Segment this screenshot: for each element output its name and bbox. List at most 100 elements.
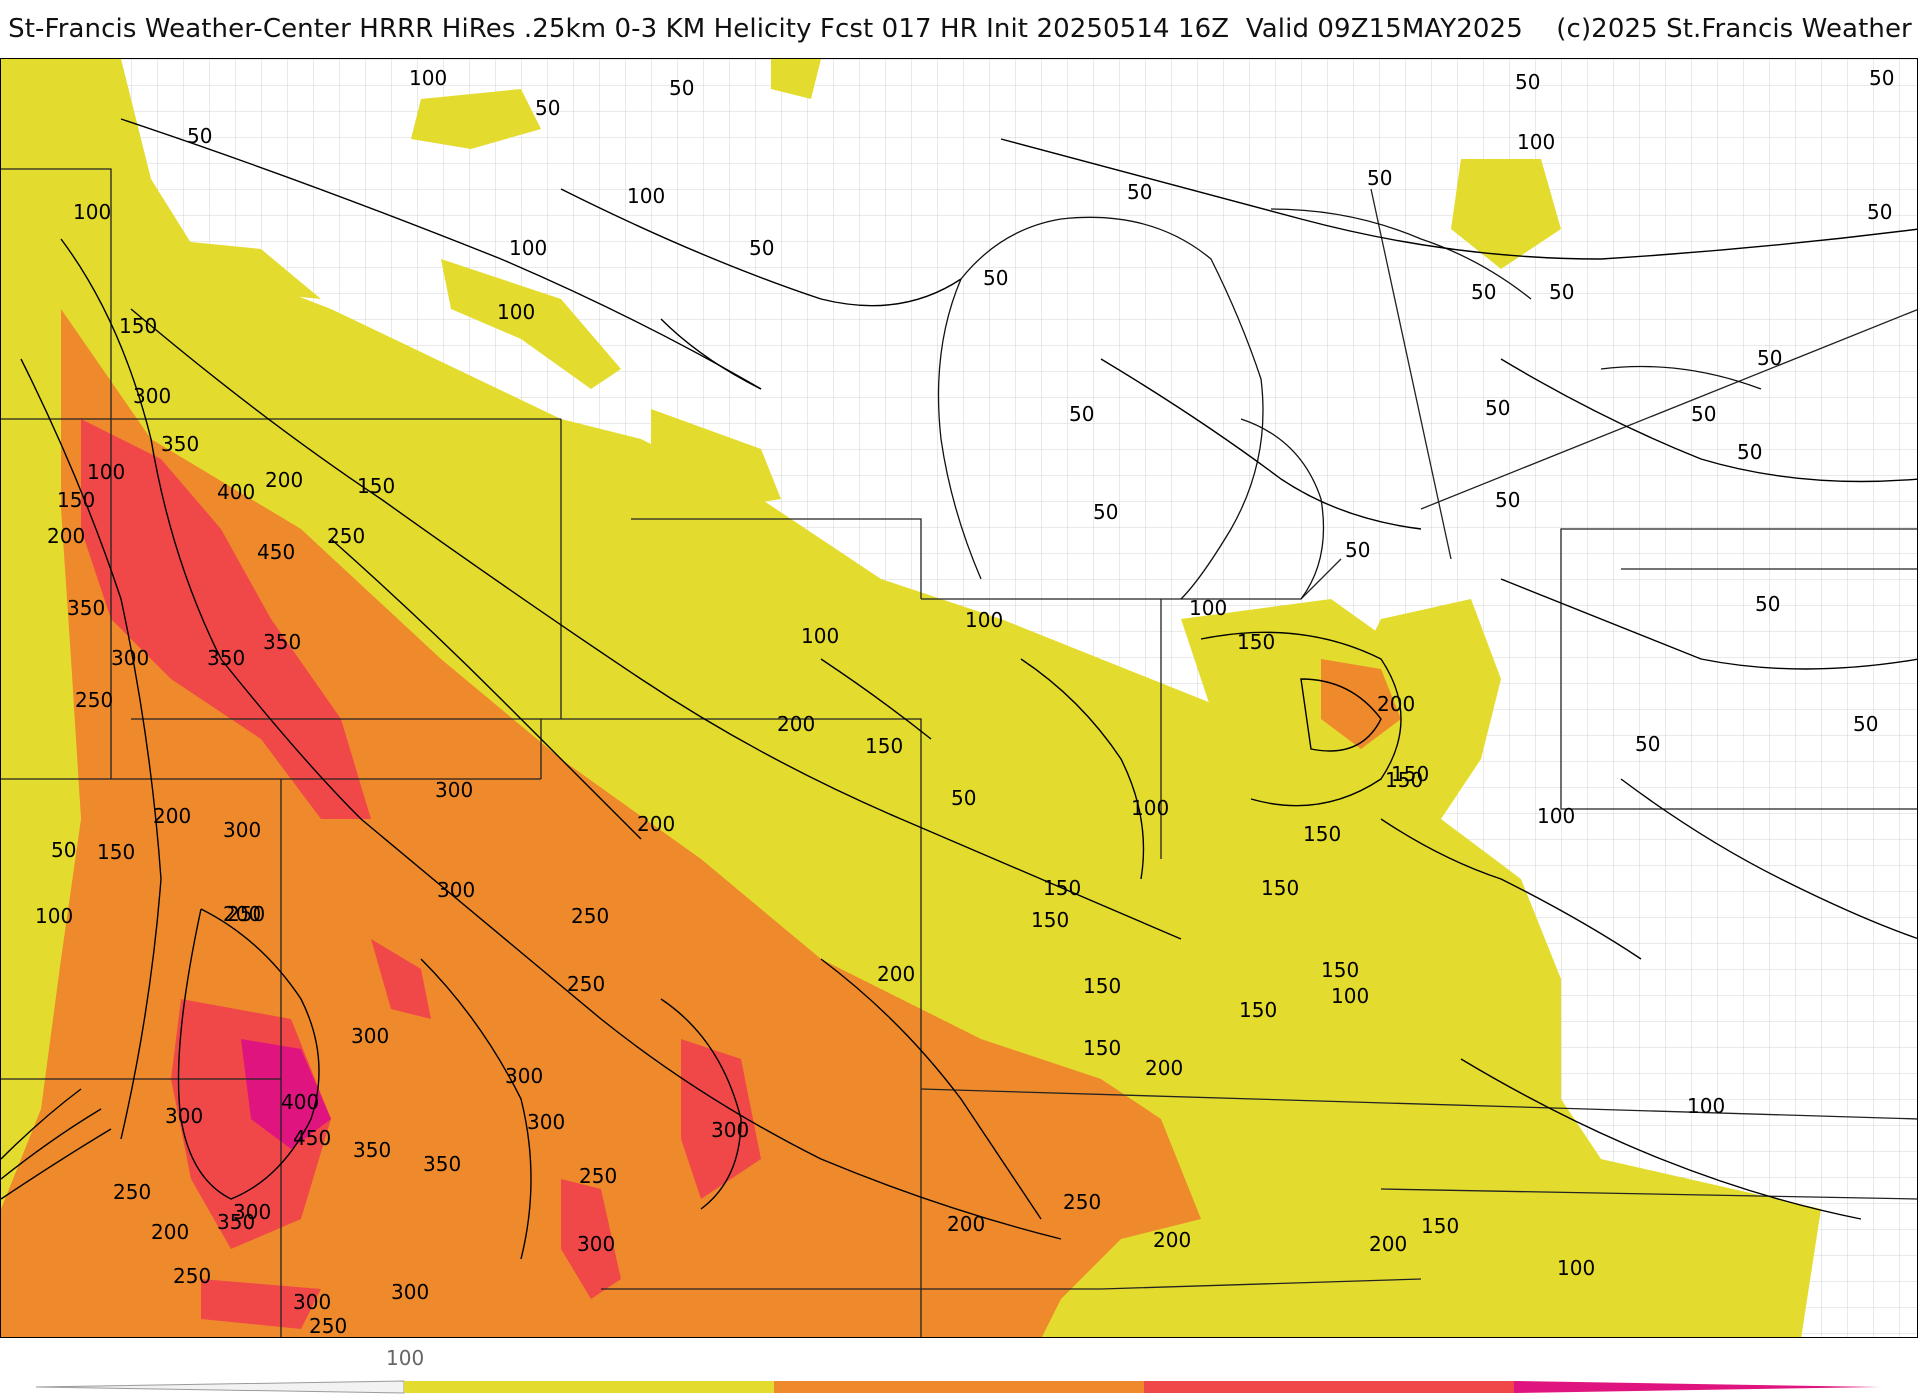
- colorbar-segment: [404, 1381, 774, 1393]
- contour-label: 50: [749, 236, 774, 260]
- contour-label: 250: [227, 902, 265, 926]
- helicity-colorbar: 100: [0, 1340, 1920, 1400]
- contour-label: 100: [1557, 1256, 1595, 1280]
- contour-label: 300: [505, 1064, 543, 1088]
- contour-label: 200: [1153, 1228, 1191, 1252]
- contour-label: 150: [1237, 630, 1275, 654]
- colorbar-segment: [774, 1381, 1144, 1393]
- contour-label: 150: [1239, 998, 1277, 1022]
- contour-label: 50: [1471, 280, 1496, 304]
- contour-label: 50: [669, 76, 694, 100]
- contour-label: 250: [113, 1180, 151, 1204]
- contour-label: 400: [281, 1090, 319, 1114]
- contour-label: 50: [983, 266, 1008, 290]
- colorbar-tick-label: 100: [386, 1346, 425, 1370]
- contour-label: 200: [1145, 1056, 1183, 1080]
- contour-label: 200: [151, 1220, 189, 1244]
- contour-label: 200: [153, 804, 191, 828]
- contour-label: 100: [497, 300, 535, 324]
- contour-label: 50: [1367, 166, 1392, 190]
- contour-label: 50: [51, 838, 76, 862]
- contour-label: 150: [1083, 974, 1121, 998]
- contour-label: 250: [567, 972, 605, 996]
- contour-label: 150: [119, 314, 157, 338]
- contour-label: 50: [1549, 280, 1574, 304]
- contour-label: 250: [173, 1264, 211, 1288]
- contour-label: 150: [1421, 1214, 1459, 1238]
- contour-label: 50: [1757, 346, 1782, 370]
- contour-label: 100: [1189, 596, 1227, 620]
- contour-label: 300: [711, 1118, 749, 1142]
- helicity-map: 100 50 50 50 50 50 100 50 100 50 50 100 …: [0, 58, 1918, 1338]
- contour-label: 450: [293, 1126, 331, 1150]
- contour-label: 250: [1063, 1190, 1101, 1214]
- contour-label: 150: [1031, 908, 1069, 932]
- contour-labels: 100 50 50 50 50 50 100 50 100 50 50 100 …: [35, 66, 1894, 1338]
- contour-label: 50: [187, 124, 212, 148]
- contour-label: 350: [161, 432, 199, 456]
- contour-label: 350: [207, 646, 245, 670]
- contour-label: 50: [1515, 70, 1540, 94]
- contour-label: 200: [1369, 1232, 1407, 1256]
- contour-label: 100: [35, 904, 73, 928]
- contour-label: 350: [263, 630, 301, 654]
- contour-label: 350: [67, 596, 105, 620]
- contour-label: 250: [571, 904, 609, 928]
- contour-label: 100: [627, 184, 665, 208]
- state-boundaries: [1, 168, 1917, 1337]
- contour-label: 250: [75, 688, 113, 712]
- contour-label: 350: [423, 1152, 461, 1176]
- contour-label: 150: [1321, 958, 1359, 982]
- contour-label: 50: [1093, 500, 1118, 524]
- contour-label: 50: [1869, 66, 1894, 90]
- contour-label: 300: [391, 1280, 429, 1304]
- contour-label: 150: [1043, 876, 1081, 900]
- contour-label: 50: [1867, 200, 1892, 224]
- contour-label: 300: [527, 1110, 565, 1134]
- contour-label: 50: [1635, 732, 1660, 756]
- contour-label: 150: [1261, 876, 1299, 900]
- contour-label: 100: [509, 236, 547, 260]
- contour-label: 300: [165, 1104, 203, 1128]
- contour-label: 300: [577, 1232, 615, 1256]
- contour-label: 150: [57, 488, 95, 512]
- contour-label: 50: [535, 96, 560, 120]
- contour-label: 150: [1303, 822, 1341, 846]
- contour-label: 100: [965, 608, 1003, 632]
- contour-label: 100: [1517, 130, 1555, 154]
- contour-label: 350: [353, 1138, 391, 1162]
- contour-label: 50: [1345, 538, 1370, 562]
- contour-label: 200: [265, 468, 303, 492]
- contour-label: 300: [111, 646, 149, 670]
- contour-label: 150: [357, 474, 395, 498]
- helicity-contours: [1, 118, 1917, 1260]
- contour-label: 300: [293, 1290, 331, 1314]
- contour-label: 100: [801, 624, 839, 648]
- contour-label: 50: [1737, 440, 1762, 464]
- contour-label: 100: [1331, 984, 1369, 1008]
- contour-label: 200: [223, 902, 261, 926]
- contour-label: 200: [947, 1212, 985, 1236]
- contour-label: 100: [1687, 1094, 1725, 1118]
- contour-label: 300: [435, 778, 473, 802]
- contour-label: 300: [133, 384, 171, 408]
- contour-label: 200: [877, 962, 915, 986]
- contour-label: 100: [73, 200, 111, 224]
- contour-label: 150: [1385, 768, 1423, 792]
- contour-label: 150: [865, 734, 903, 758]
- contour-label: 150: [1391, 762, 1429, 786]
- contour-label: 200: [637, 812, 675, 836]
- contour-label: 200: [777, 712, 815, 736]
- colorbar-segment: [1514, 1381, 1880, 1393]
- contour-label: 50: [1495, 488, 1520, 512]
- contour-label: 100: [87, 460, 125, 484]
- contour-label: 300: [351, 1024, 389, 1048]
- map-title: St-Francis Weather-Center HRRR HiRes .25…: [8, 14, 1912, 44]
- contour-label: 300: [223, 818, 261, 842]
- contour-label: 50: [1691, 402, 1716, 426]
- contour-label: 250: [327, 524, 365, 548]
- colorbar-bar: [35, 1380, 1880, 1394]
- contour-label: 250: [309, 1314, 347, 1338]
- contour-label: 50: [1485, 396, 1510, 420]
- contour-label: 200: [1377, 692, 1415, 716]
